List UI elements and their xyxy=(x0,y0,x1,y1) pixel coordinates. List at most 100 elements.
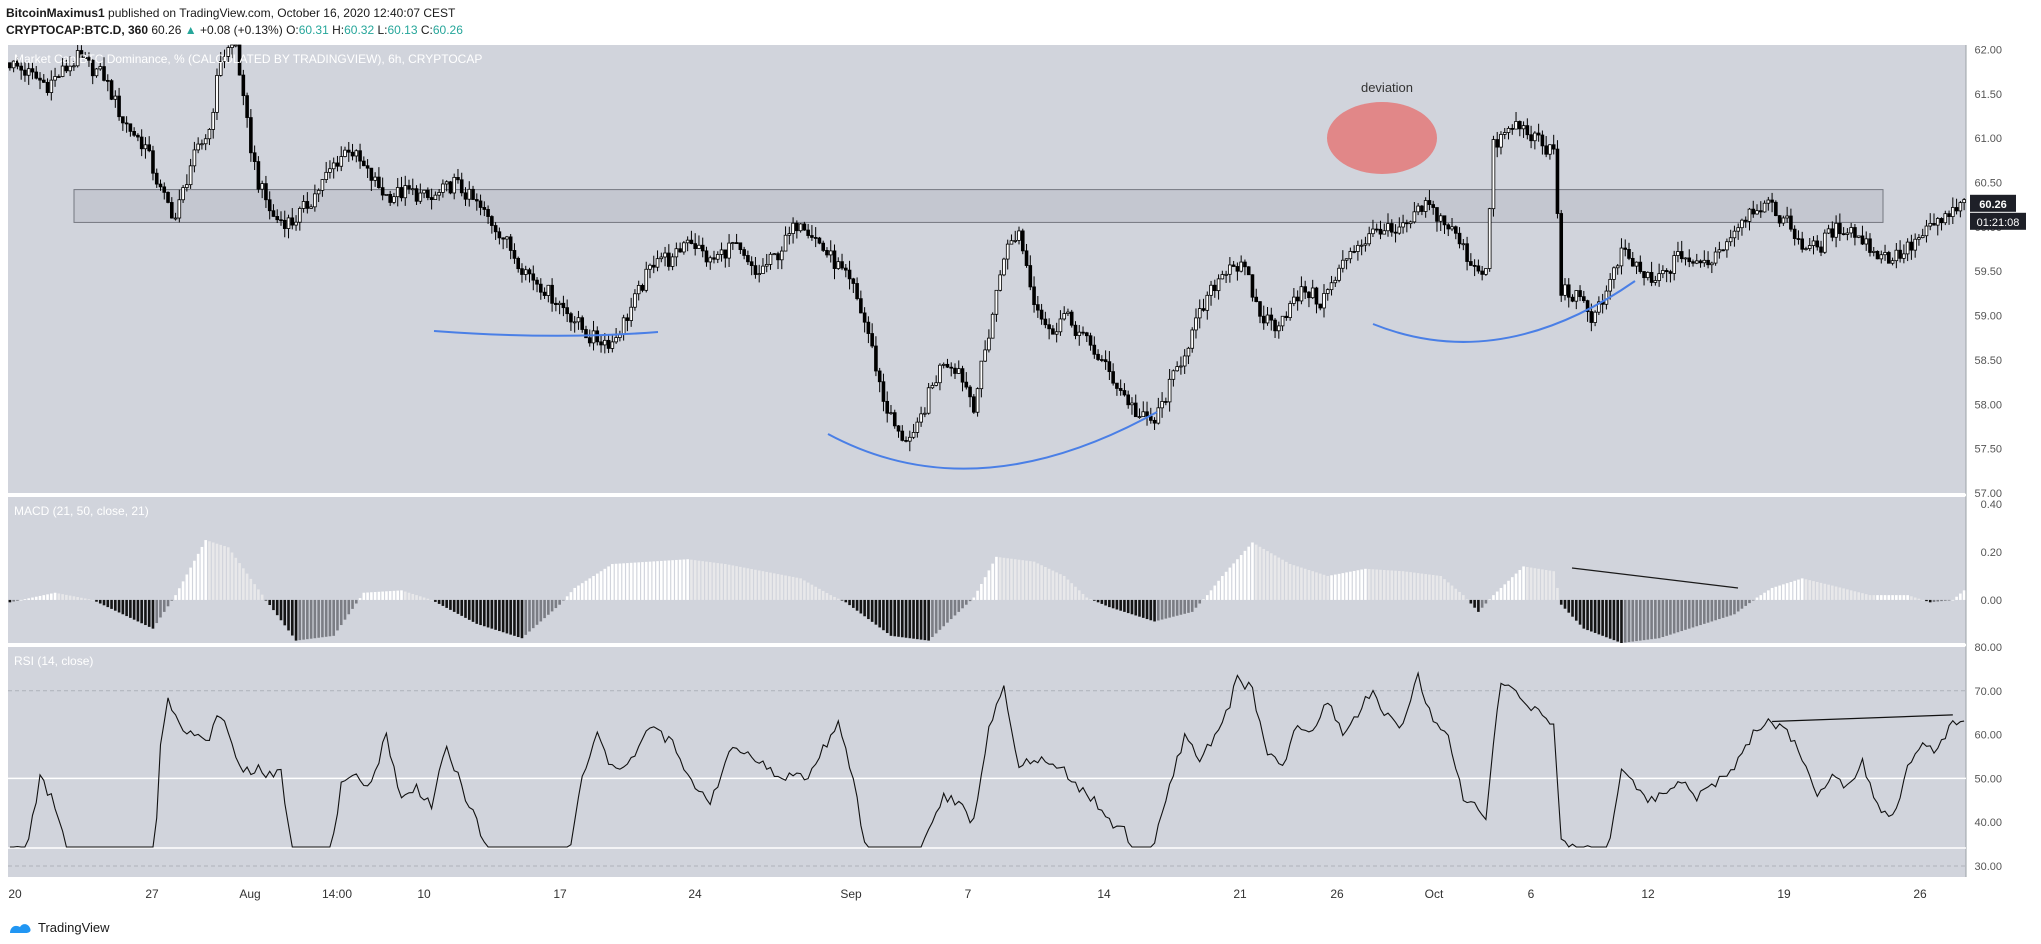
price-candle xyxy=(908,430,912,452)
price-tick-label: 57.00 xyxy=(1974,488,2002,500)
price-candle xyxy=(328,160,332,179)
macd-bar xyxy=(641,562,644,600)
macd-bar xyxy=(249,578,253,600)
price-candle xyxy=(1766,196,1771,211)
macd-bar xyxy=(1032,561,1036,600)
price-candle xyxy=(1691,259,1695,267)
price-candle xyxy=(1725,238,1729,258)
macd-bar xyxy=(622,563,625,600)
price-candle xyxy=(1231,260,1236,267)
macd-bar xyxy=(275,599,279,616)
macd-bar xyxy=(629,562,633,600)
time-tick-label: 14 xyxy=(1097,887,1111,901)
price-candle xyxy=(648,263,652,279)
macd-bar xyxy=(140,599,143,624)
open-label: O: xyxy=(286,23,299,37)
macd-bar xyxy=(377,591,381,600)
price-candle xyxy=(1073,321,1078,340)
macd-bar xyxy=(1179,599,1183,615)
price-candle xyxy=(606,334,611,354)
macd-bar xyxy=(1126,599,1130,614)
price-candle xyxy=(655,250,660,272)
price-candle xyxy=(1322,284,1326,318)
macd-bar xyxy=(1258,546,1262,600)
price-candle xyxy=(1325,288,1330,301)
time-tick-label: 12 xyxy=(1641,887,1655,901)
macd-bar xyxy=(505,599,509,634)
price-candle xyxy=(1514,111,1518,130)
price-candle xyxy=(207,128,212,146)
price-candle xyxy=(1555,140,1560,219)
macd-bar xyxy=(757,570,761,600)
time-tick-label: 26 xyxy=(1330,887,1344,901)
rounding-arc xyxy=(433,330,659,337)
macd-bar xyxy=(471,599,475,622)
macd-bar xyxy=(904,599,908,638)
macd-bar xyxy=(1797,579,1800,600)
price-candle xyxy=(779,246,784,270)
macd-bar xyxy=(968,599,972,602)
time-tick-label: 6 xyxy=(1528,887,1535,901)
time-tick-label: Aug xyxy=(239,887,260,901)
macd-bar xyxy=(1925,599,1928,602)
price-candle xyxy=(862,307,867,333)
macd-bar xyxy=(204,540,207,600)
macd-bar xyxy=(584,580,588,600)
macd-bar xyxy=(343,599,347,620)
price-candle xyxy=(1389,219,1394,237)
price-candle xyxy=(527,267,532,283)
price-candle xyxy=(1243,259,1247,276)
price-candle xyxy=(975,387,980,417)
price-candle xyxy=(1295,290,1300,311)
macd-bar xyxy=(490,599,494,629)
macd-bar xyxy=(1424,574,1427,600)
price-candle xyxy=(1412,202,1417,224)
price-candle xyxy=(1344,258,1349,270)
price-candle xyxy=(230,44,234,59)
macd-bar xyxy=(1209,590,1213,600)
price-candle xyxy=(663,246,667,267)
price-candle xyxy=(309,204,313,209)
macd-bar xyxy=(1838,587,1842,600)
price-candle xyxy=(1879,250,1884,264)
price-candle xyxy=(614,327,618,344)
macd-bar xyxy=(498,599,501,632)
price-candle xyxy=(124,116,129,133)
macd-bar xyxy=(411,593,415,600)
brand-name[interactable]: TradingView xyxy=(38,920,110,935)
tradingview-logo-icon xyxy=(10,923,31,933)
price-tick-label: 59.50 xyxy=(1974,266,2002,278)
price-candle xyxy=(764,253,769,273)
price-candle xyxy=(1228,257,1232,283)
macd-bar xyxy=(659,560,663,600)
price-candle xyxy=(301,195,306,213)
macd-bar xyxy=(916,599,919,640)
macd-bar xyxy=(972,597,976,600)
price-candle xyxy=(960,365,965,392)
price-candle xyxy=(298,206,302,231)
price-candle xyxy=(689,230,694,245)
price-candle xyxy=(825,247,829,258)
price-candle xyxy=(218,51,223,77)
macd-bar xyxy=(121,599,125,615)
price-tick-label: 62.00 xyxy=(1974,44,2002,56)
macd-bar xyxy=(1190,599,1194,612)
macd-bar xyxy=(806,582,810,600)
price-candle xyxy=(1954,198,1959,215)
macd-bar xyxy=(1578,599,1582,625)
price-candle xyxy=(26,62,31,85)
macd-bar xyxy=(1006,558,1010,600)
price-candle xyxy=(843,264,848,278)
price-candle xyxy=(1122,383,1127,397)
price-candle xyxy=(1397,217,1402,235)
price-candle xyxy=(704,246,709,267)
macd-bar xyxy=(1541,569,1544,600)
price-candle xyxy=(715,251,720,264)
macd-bar xyxy=(208,541,211,600)
macd-bar xyxy=(65,594,68,600)
macd-bar xyxy=(1469,599,1473,604)
price-candle xyxy=(1826,224,1831,235)
author-name[interactable]: BitcoinMaximus1 xyxy=(6,6,105,20)
price-candle xyxy=(1747,207,1752,231)
